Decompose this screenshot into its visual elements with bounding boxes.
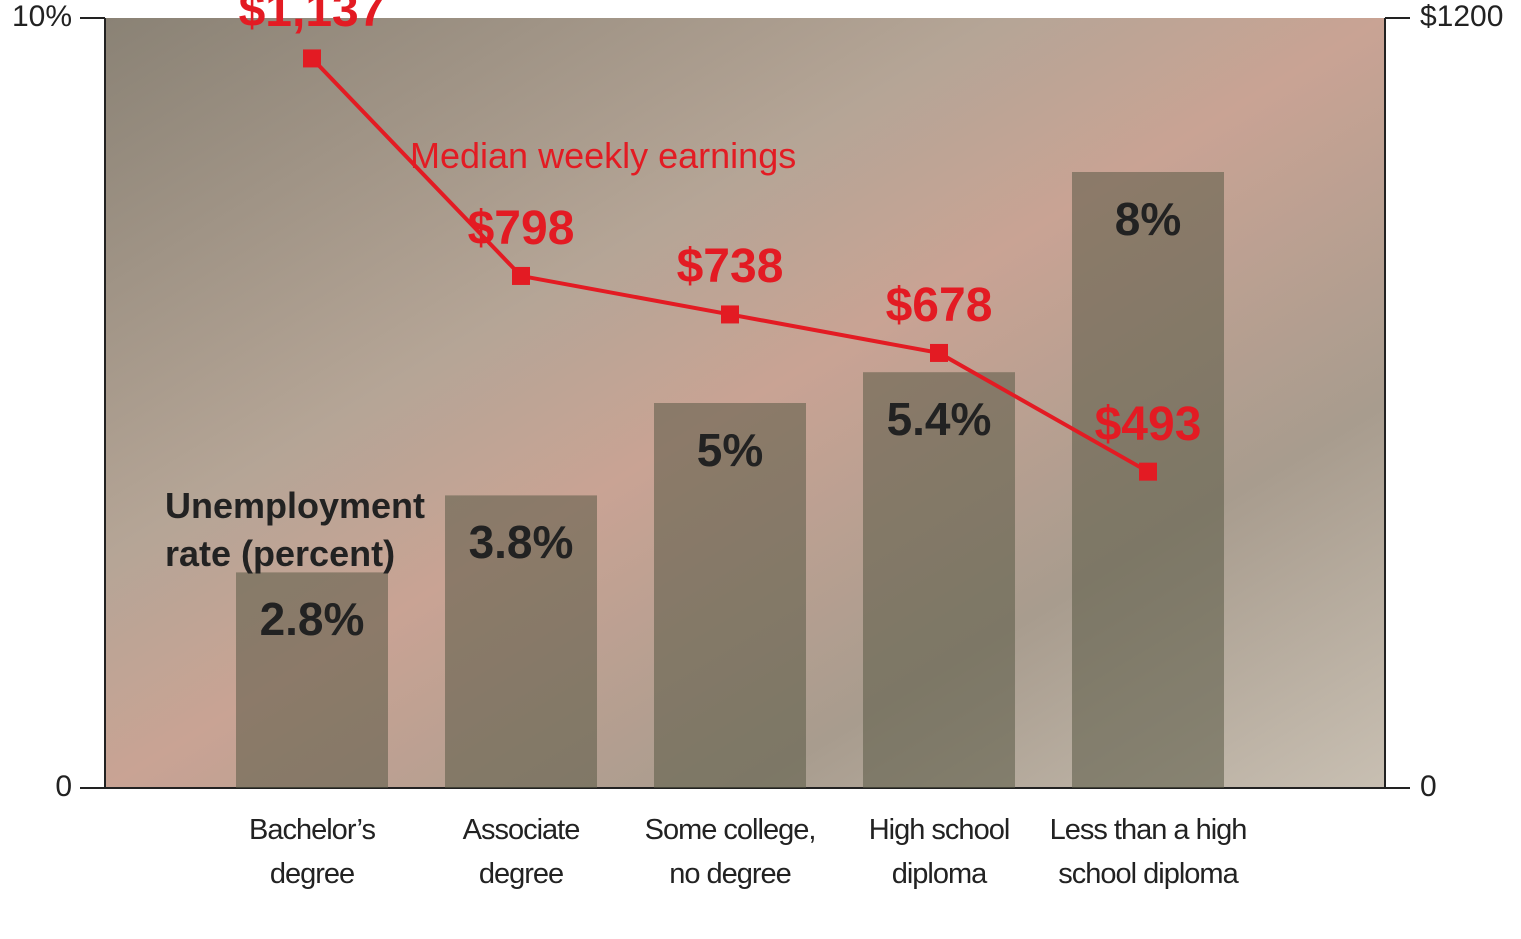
y-tick-label: 0 [55,770,72,803]
bar-value-label: 5.4% [886,393,992,446]
x-tick-label: Bachelor’s degree [249,814,376,890]
y2-tick-label: 0 [1420,770,1437,803]
line-marker [1139,462,1157,481]
bar-value-label: 5% [696,424,764,476]
bar-value-label: 8% [1114,193,1182,245]
line-value-label: $678 [885,278,993,332]
bar [236,572,388,788]
x-tick-label: Some college, no degree [644,814,817,890]
line-value-label: $798 [467,201,575,255]
x-tick-label: Less than a high school diploma [1049,814,1248,890]
series-label: Median weekly earnings [410,135,797,176]
bar [654,403,806,788]
x-tick-label: Associate degree [462,814,581,890]
bar-value-label: 3.8% [468,516,574,569]
series-label: Unemployment rate (percent) [165,485,426,574]
line-value-label: $1,137 [238,0,386,38]
line-marker [930,343,948,362]
line-value-label: $738 [676,240,784,294]
line-marker [512,266,530,285]
y-tick-label: 10% [11,0,72,33]
bar [445,495,597,788]
y2-tick-label: $1200 [1420,0,1504,33]
line-marker [721,305,739,324]
line-value-label: $493 [1094,397,1202,451]
line-marker [303,49,321,68]
bar [863,372,1015,788]
bar-value-label: 2.8% [259,593,365,646]
x-tick-label: High school diploma [868,814,1011,890]
